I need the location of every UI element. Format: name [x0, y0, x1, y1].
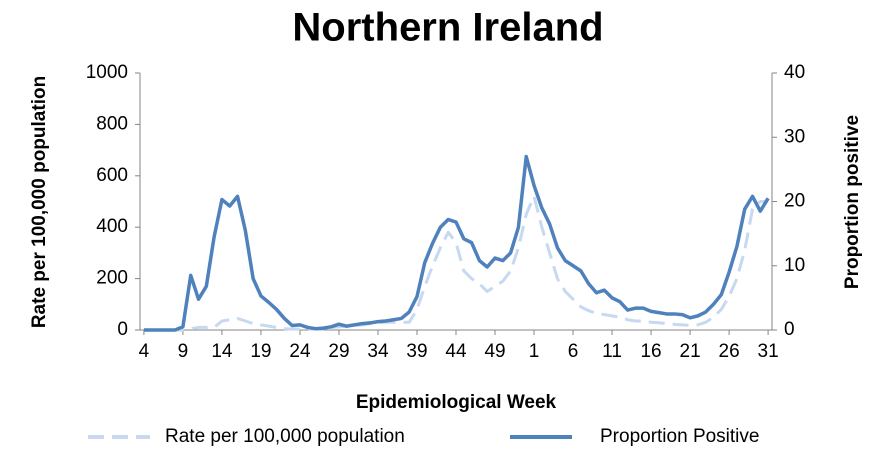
legend-label: Rate per 100,000 population	[165, 426, 405, 447]
y2-tick-label: 30	[784, 126, 805, 147]
y-tick-label: 600	[96, 165, 128, 186]
x-tick-label: 21	[680, 341, 701, 362]
y-tick-label: 800	[96, 113, 128, 134]
x-tick-label: 24	[289, 341, 311, 362]
y2-tick-label: 0	[784, 319, 795, 340]
x-tick-label: 31	[758, 341, 779, 362]
y2-tick-label: 40	[784, 62, 805, 83]
x-tick-label: 4	[139, 341, 150, 362]
x-tick-label: 6	[568, 341, 579, 362]
y2-tick-label: 20	[784, 191, 805, 212]
x-tick-label: 16	[640, 341, 661, 362]
x-tick-label: 34	[367, 341, 389, 362]
legend-label: Proportion Positive	[600, 426, 759, 447]
y2-axis-title: Proportion positive	[842, 115, 863, 289]
chart-title: Northern Ireland	[292, 6, 603, 50]
series-line	[143, 194, 769, 332]
x-tick-label: 39	[406, 341, 427, 362]
x-tick-label: 29	[328, 341, 349, 362]
y-tick-label: 1000	[86, 62, 128, 83]
y-tick-label: 400	[96, 216, 128, 237]
x-tick-label: 19	[250, 341, 271, 362]
y-axis-title: Rate per 100,000 population	[29, 76, 50, 328]
x-tick-label: 9	[178, 341, 189, 362]
x-axis-title: Epidemiological Week	[356, 392, 557, 413]
series-line	[143, 154, 770, 332]
x-tick-label: 26	[719, 341, 740, 362]
y-tick-label: 200	[96, 268, 128, 289]
x-tick-label: 14	[211, 341, 233, 362]
x-tick-label: 11	[602, 341, 622, 362]
x-tick-label: 1	[529, 341, 540, 362]
x-tick-label: 49	[484, 341, 505, 362]
x-tick-label: 44	[445, 341, 467, 362]
y-tick-label: 0	[117, 319, 128, 340]
y2-tick-label: 10	[784, 255, 805, 276]
